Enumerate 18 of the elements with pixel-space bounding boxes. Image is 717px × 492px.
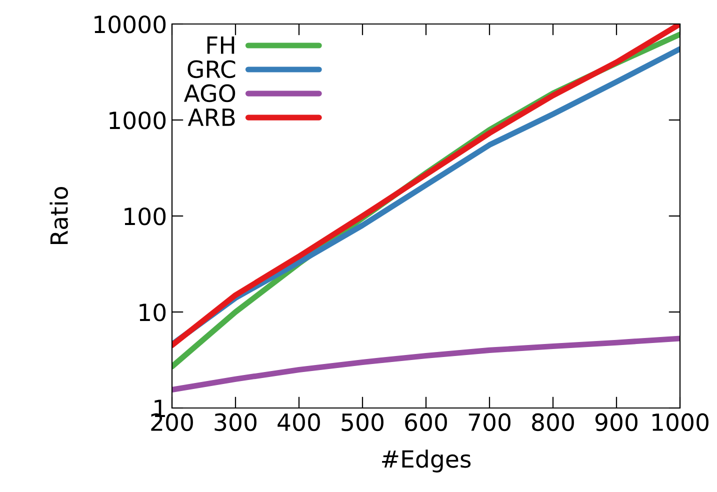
y-axis-title: Ratio xyxy=(50,186,68,244)
x-tick-label: 1000 xyxy=(652,413,708,432)
x-tick-label: 500 xyxy=(342,413,384,432)
x-axis-title: #Edges xyxy=(382,450,471,472)
legend-label: ARB xyxy=(188,108,235,126)
text: FH xyxy=(207,36,234,54)
x-tick-label: 300 xyxy=(214,413,256,432)
x-tick-label: 900 xyxy=(595,413,638,432)
legend-label: AGO xyxy=(184,84,236,102)
x-tick-label: 600 xyxy=(405,413,447,432)
legend-label: GRC xyxy=(188,60,236,78)
x-tick-label: 700 xyxy=(468,413,510,432)
x-tick-label: 800 xyxy=(532,413,574,432)
y-tick-label: 10000 xyxy=(94,15,166,34)
y-tick-label: 1000 xyxy=(110,111,166,130)
x-tick-label: 400 xyxy=(278,413,320,432)
y-tick-label: 10 xyxy=(140,303,166,322)
y-tick-label: 100 xyxy=(124,207,166,226)
